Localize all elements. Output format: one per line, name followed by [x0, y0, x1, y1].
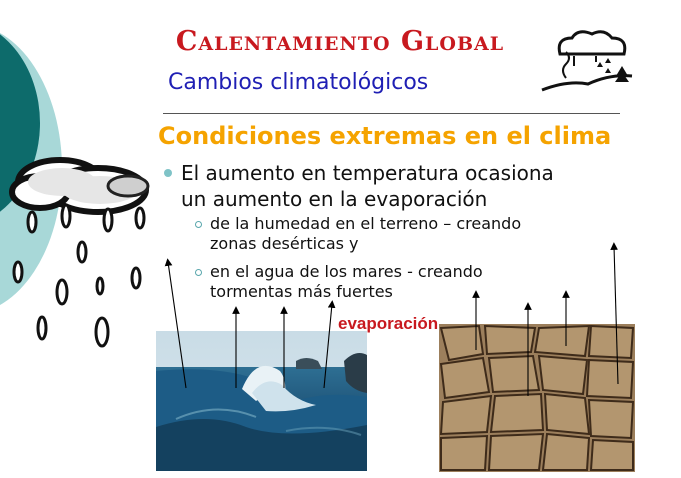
sub-bullet-terrain-line1: de la humedad en el terreno – creando: [210, 214, 522, 233]
slide-subtitle: Cambios climatológicos: [168, 70, 429, 95]
cracked-dry-earth-photo: [439, 324, 635, 472]
sub-bullet-ring-icon: [195, 221, 202, 228]
section-heading: Condiciones extremas en el clima: [158, 122, 612, 150]
raincloud-drops-icon: [9, 157, 150, 348]
title-divider: [163, 113, 620, 114]
main-bullet-line1: El aumento en temperatura ocasiona: [181, 161, 554, 185]
cloud-rain-wind-icon: [541, 30, 633, 92]
sub-bullet-sea-line1: en el agua de los mares - creando: [210, 262, 483, 281]
slide-title: Calentamiento Global: [175, 26, 505, 57]
sub-bullet-ring-icon: [195, 269, 202, 276]
bullet-dot-icon: [164, 169, 172, 177]
main-bullet-line2: un aumento en la evaporación: [181, 187, 488, 211]
evaporation-label: evaporación: [338, 314, 439, 333]
sub-bullet-sea-line2: tormentas más fuertes: [210, 282, 393, 301]
ocean-wave-photo: [156, 331, 367, 471]
sub-bullet-terrain-line2: zonas desérticas y: [210, 234, 359, 253]
